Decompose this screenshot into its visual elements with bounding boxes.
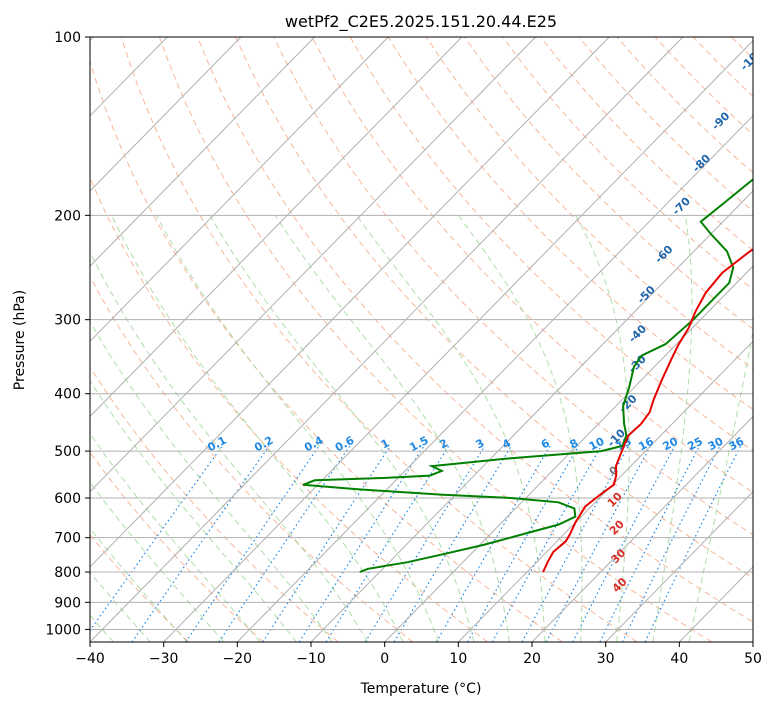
y-axis-label: Pressure (hPa) <box>12 290 28 390</box>
moist-adiabat-line <box>90 250 369 642</box>
x-axis-ticks: −40 −30 −20 −10 0 10 20 30 40 50 <box>75 642 762 667</box>
x-tick-label: −40 <box>75 651 105 667</box>
x-tick-label: −20 <box>223 651 253 667</box>
y-tick-label: 600 <box>54 491 81 507</box>
isotherm-line <box>90 37 684 642</box>
isotherms <box>90 37 753 642</box>
isotherm-line <box>90 37 242 192</box>
dry-adiabat-line <box>90 59 563 642</box>
x-tick-label: 40 <box>670 651 688 667</box>
isotherm-line <box>236 115 753 642</box>
x-tick-label: 20 <box>523 651 541 667</box>
moist-adiabat-line <box>274 215 510 642</box>
mixing-ratio-line <box>325 445 450 642</box>
mixing-ratio-line <box>364 445 486 642</box>
y-tick-label: 300 <box>54 313 81 329</box>
y-tick-label: 200 <box>54 208 81 224</box>
moist-adiabat-line <box>575 215 630 642</box>
isotherm-line <box>531 415 753 642</box>
mixing-ratio-label: 10 <box>587 435 607 454</box>
isotherm-line <box>90 37 536 493</box>
dry-adiabat-line <box>349 37 753 452</box>
isotherm-line <box>605 490 753 642</box>
moist-adiabat-line <box>90 379 297 642</box>
dry-adiabat-line <box>90 451 264 642</box>
dry-adiabat-line <box>311 37 753 493</box>
isotherm-line <box>90 37 610 568</box>
dry-adiabat-line <box>197 37 753 623</box>
dry-adiabat-line <box>120 37 638 642</box>
isotherm-line <box>310 190 753 642</box>
isotherm-line <box>90 37 315 267</box>
y-tick-label: 100 <box>54 30 81 46</box>
moist-adiabat-line <box>209 215 475 642</box>
moist-adiabat-line <box>652 215 693 642</box>
y-tick-label: 700 <box>54 531 81 547</box>
moist-adiabat-line <box>688 329 753 642</box>
x-tick-label: 50 <box>744 651 762 667</box>
temperature-line <box>542 248 753 573</box>
isotherm-line <box>457 340 753 642</box>
plot-area: 0.1 0.2 0.4 0.6 1 1.5 2 3 4 6 8 10 13 16 20 25 30 36 -100… <box>90 37 753 642</box>
y-tick-label: 400 <box>54 387 81 403</box>
dry-adiabat-line <box>235 37 753 579</box>
y-tick-label: 1000 <box>45 622 81 638</box>
mixing-ratio-label: 30 <box>706 435 726 454</box>
isobars <box>90 37 753 630</box>
dry-adiabat-line <box>273 37 753 536</box>
y-tick-label: 900 <box>54 595 81 611</box>
moist-adiabat-line <box>457 215 583 642</box>
isotherm-line <box>163 39 753 642</box>
moist-adiabat-line <box>90 432 261 642</box>
moist-adiabat-line <box>90 481 225 642</box>
mixing-ratio-label: 36 <box>727 435 747 454</box>
mixing-ratio-line <box>466 445 580 642</box>
y-axis-ticks: 100 200 300 400 500 600 700 800 900 1000 <box>45 30 90 638</box>
dewpoint-line <box>302 177 753 573</box>
dry-adiabat-line <box>425 37 753 370</box>
mixing-ratio-line <box>90 445 223 632</box>
x-axis-label: Temperature (°C) <box>360 681 482 697</box>
x-tick-label: −30 <box>149 651 179 667</box>
chart-title: wetPf2_C2E5.2025.151.20.44.E25 <box>285 12 557 32</box>
dry-adiabat-line <box>387 37 753 411</box>
mixing-ratio-line <box>298 445 425 642</box>
moist-adiabat-line <box>111 215 404 642</box>
isotherm-line <box>90 37 463 418</box>
x-tick-label: 0 <box>380 651 389 667</box>
y-tick-label: 500 <box>54 444 81 460</box>
isotherm-line <box>90 37 389 343</box>
x-tick-label: 10 <box>449 651 467 667</box>
mixing-ratio-line <box>644 445 742 642</box>
plot-frame <box>89 36 754 643</box>
mixing-ratio-line <box>435 445 551 642</box>
mixing-ratio-label: 25 <box>685 435 705 454</box>
mixing-ratio-label: 16 <box>636 435 656 454</box>
y-tick-label: 800 <box>54 565 81 581</box>
mixing-ratio-label: 20 <box>661 435 681 454</box>
x-tick-label: −10 <box>296 651 326 667</box>
moist-adiabat-line <box>356 215 546 642</box>
mixing-ratio-line <box>218 445 351 642</box>
mixing-ratio-line <box>521 445 630 642</box>
mixing-ratio-line <box>545 445 652 642</box>
mixing-ratio-line <box>262 445 391 642</box>
dry-adiabat-line <box>90 176 488 642</box>
x-tick-label: 30 <box>597 651 615 667</box>
mixing-ratio-line <box>491 445 602 642</box>
moist-adiabat-line <box>155 215 439 642</box>
